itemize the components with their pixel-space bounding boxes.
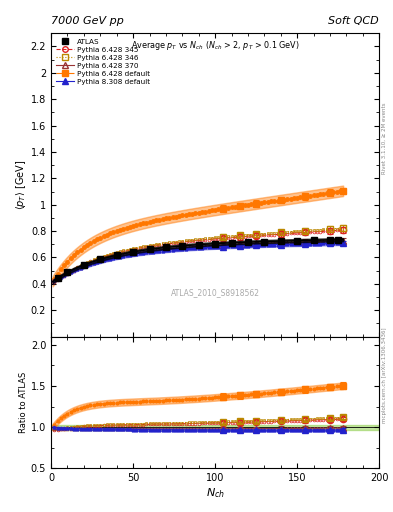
Text: 7000 GeV pp: 7000 GeV pp <box>51 16 124 26</box>
Text: Average $p_T$ vs $N_{ch}$ ($N_{ch}$ > 2, $p_T$ > 0.1 GeV): Average $p_T$ vs $N_{ch}$ ($N_{ch}$ > 2,… <box>131 39 299 52</box>
Y-axis label: $\langle p_T \rangle$ [GeV]: $\langle p_T \rangle$ [GeV] <box>14 160 28 210</box>
Text: mcplots.cern.ch [arXiv:1306.3436]: mcplots.cern.ch [arXiv:1306.3436] <box>382 328 387 423</box>
Bar <box>51 425 379 430</box>
Y-axis label: Ratio to ATLAS: Ratio to ATLAS <box>19 372 28 433</box>
Legend: ATLAS, Pythia 6.428 345, Pythia 6.428 346, Pythia 6.428 370, Pythia 6.428 defaul: ATLAS, Pythia 6.428 345, Pythia 6.428 34… <box>55 37 152 87</box>
X-axis label: $N_{ch}$: $N_{ch}$ <box>206 486 225 500</box>
Text: Soft QCD: Soft QCD <box>329 16 379 26</box>
Text: ATLAS_2010_S8918562: ATLAS_2010_S8918562 <box>171 288 260 297</box>
Text: Rivet 3.1.10, ≥ 2M events: Rivet 3.1.10, ≥ 2M events <box>382 102 387 174</box>
